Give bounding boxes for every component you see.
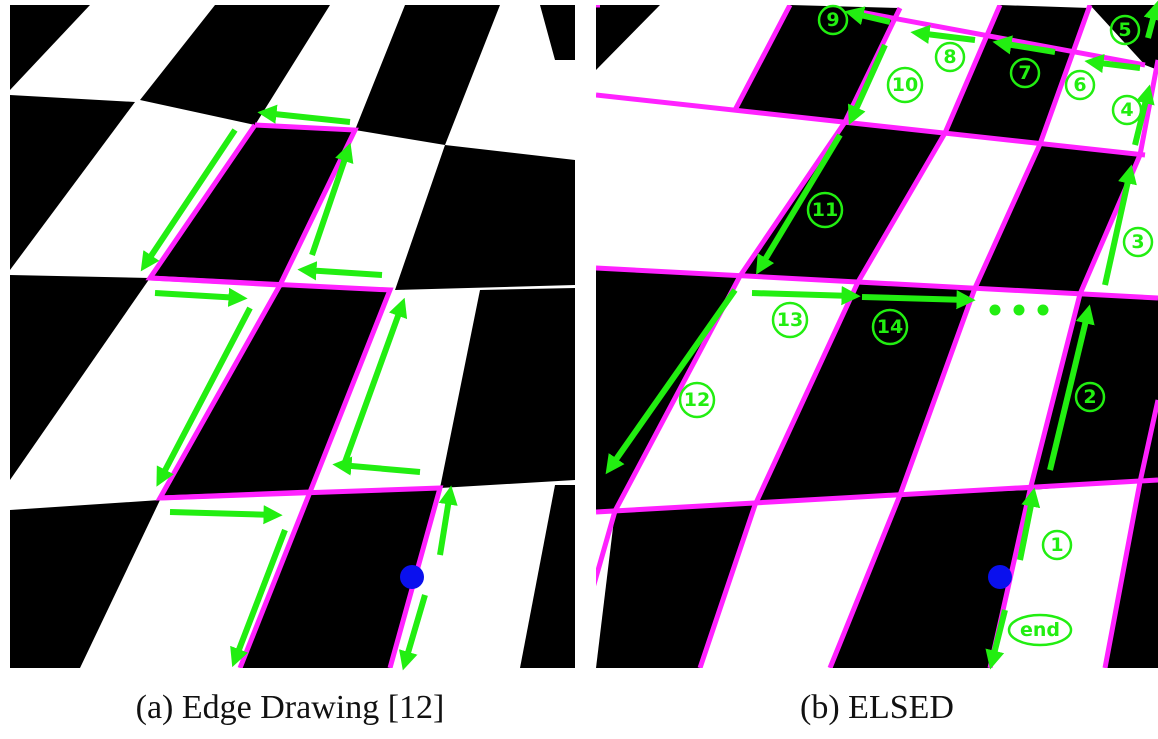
step-label: 14 <box>877 316 903 338</box>
start-point <box>988 565 1012 589</box>
ellipsis-dot <box>1038 305 1049 316</box>
caption-a: (a) Edge Drawing [12] <box>136 689 445 726</box>
arrow <box>170 512 275 515</box>
panel-a <box>10 5 575 668</box>
step-label: 13 <box>777 309 803 331</box>
step-label: 10 <box>892 74 918 96</box>
arrow <box>862 297 968 300</box>
step-label: 7 <box>1018 62 1031 84</box>
step-label: 9 <box>826 9 839 31</box>
figure: 1234567891011121314end (a) Edge Drawing … <box>0 0 1158 739</box>
step-label: 4 <box>1120 99 1133 121</box>
arrow <box>752 293 853 296</box>
ellipsis-dot <box>1014 305 1025 316</box>
step-label: 2 <box>1083 386 1096 408</box>
step-label: 3 <box>1131 231 1144 253</box>
panel-b <box>570 5 1158 668</box>
step-label: 11 <box>812 199 838 221</box>
step-label: 5 <box>1118 19 1131 41</box>
step-label: 12 <box>684 389 710 411</box>
step-label: end <box>1020 619 1060 641</box>
ellipsis-dot <box>990 305 1001 316</box>
step-label: 1 <box>1050 534 1063 556</box>
step-label: 8 <box>943 46 956 68</box>
step-label: 6 <box>1073 74 1086 96</box>
start-point <box>400 565 424 589</box>
caption-b: (b) ELSED <box>800 689 954 726</box>
